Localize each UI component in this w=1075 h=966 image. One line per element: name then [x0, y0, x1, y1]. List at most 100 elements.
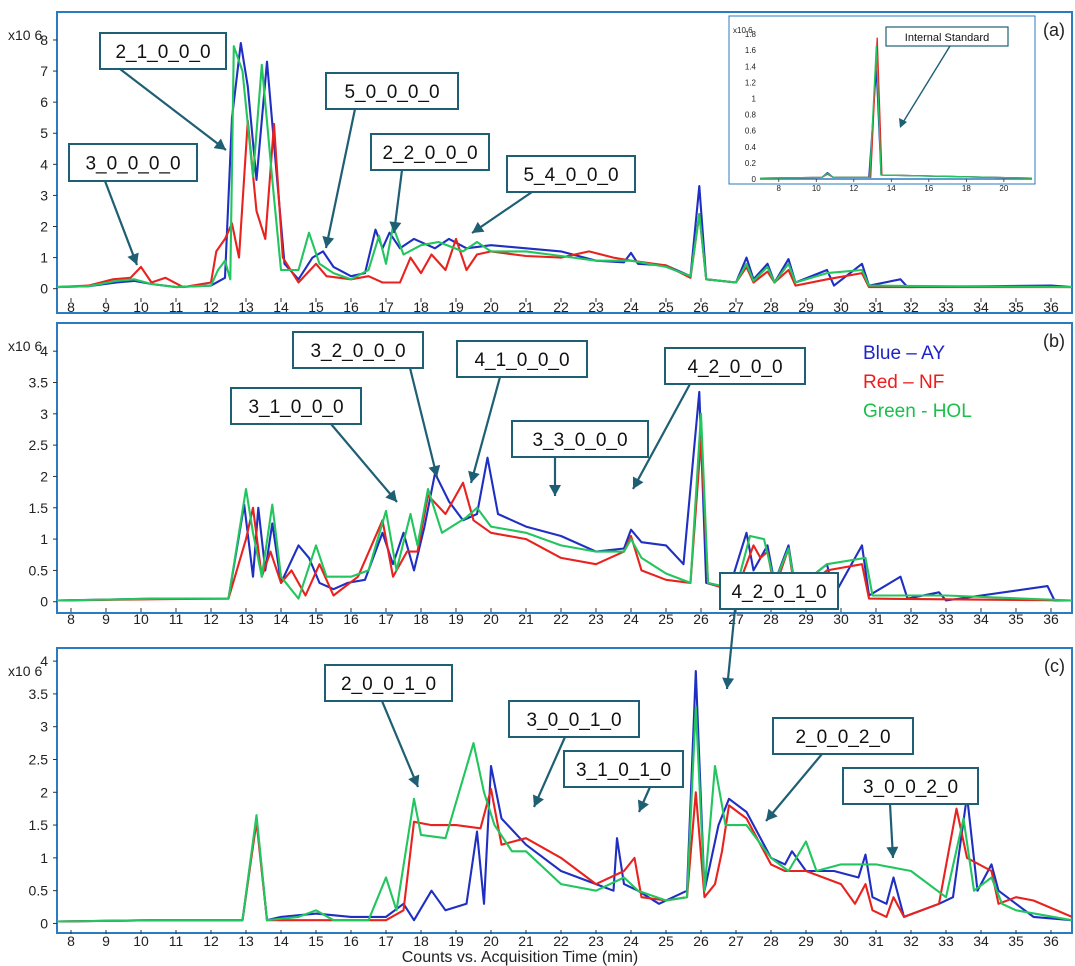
callout-arrowhead	[428, 464, 441, 477]
x-tick-label: 13	[238, 933, 254, 949]
x-tick-label: 14	[273, 611, 289, 627]
callout-arrowhead	[472, 221, 485, 233]
x-tick-label: 8	[67, 611, 75, 627]
callout-arrow	[330, 423, 398, 503]
x-axis-title: Counts vs. Acquisition Time (min)	[402, 949, 639, 966]
callout-5_4_0_0_0: 5_4_0_0_0	[471, 155, 636, 234]
callout-label: 5_0_0_0_0	[344, 82, 439, 103]
panel-traces	[57, 669, 1072, 923]
callout-box	[370, 133, 490, 171]
callout-arrowhead	[632, 476, 644, 489]
panel-label: (b)	[1043, 331, 1065, 351]
y-tick-label: 5	[40, 125, 48, 141]
y-multiplier-label: x10 6	[8, 663, 42, 679]
x-tick-label: 18	[413, 299, 429, 315]
callout-3_3_0_0_0: 3_3_0_0_0	[511, 420, 649, 496]
callout-arrow	[380, 700, 420, 788]
x-tick-label: 9	[102, 299, 110, 315]
y-tick-label: 2.5	[29, 437, 49, 453]
y-tick-label: 3.5	[29, 375, 49, 391]
x-tick-label: 13	[238, 611, 254, 627]
x-tick-label: 32	[903, 611, 919, 627]
x-tick-label: 36	[1043, 299, 1059, 315]
x-tick-label: 15	[308, 611, 324, 627]
callout-arrow	[103, 180, 139, 266]
x-tick-label: 12	[203, 933, 219, 949]
x-tick-label: 19	[448, 933, 464, 949]
panel-a: 8 9 10 11 12 13 14 15 16 17 18 19 20 21 22 23 24 25 26 27 28…	[8, 11, 1073, 315]
x-tick-label: 27	[728, 299, 744, 315]
callout-arrow	[725, 608, 737, 690]
callout-arrowhead	[766, 808, 778, 821]
panel-c: 8 9 10 11 12 13 14 15 16 17 18 19 20 21 22 23 24 25 26 27 28…	[8, 572, 1073, 949]
y-tick-label: 2	[40, 784, 48, 800]
x-tick-label: 36	[1043, 611, 1059, 627]
y-tick-label: 6	[40, 94, 48, 110]
x-tick-label: 33	[938, 611, 954, 627]
inset-y-tick-label: 1.6	[745, 46, 757, 55]
inset-x-tick-label: 18	[962, 184, 971, 193]
inset-series-green-line	[759, 45, 1033, 179]
y-tick-label: 3	[40, 187, 48, 203]
callout-box	[719, 572, 839, 610]
callout-label: 5_4_0_0_0	[523, 165, 618, 186]
callout-arrowhead	[637, 799, 649, 812]
callout-arrowhead	[532, 794, 544, 807]
x-tick-label: 34	[973, 933, 989, 949]
x-tick-label: 18	[413, 933, 429, 949]
callout-5_0_0_0_0: 5_0_0_0_0	[322, 72, 459, 249]
inset-x-tick-label: 14	[887, 184, 896, 193]
x-tick-label: 9	[102, 611, 110, 627]
inset-y-tick-label: 0.8	[745, 111, 757, 120]
callout-box	[664, 347, 806, 385]
legend: Blue – AY Red – NF Green - HOL	[863, 343, 972, 422]
callout-3_0_0_0_0: 3_0_0_0_0	[68, 143, 198, 266]
x-tick-label: 14	[273, 933, 289, 949]
callout-label: 4_2_0_1_0	[731, 582, 826, 603]
callout-arrow	[469, 376, 502, 484]
y-tick-label: 2	[40, 219, 48, 235]
x-tick-label: 29	[798, 933, 814, 949]
callout-box	[508, 700, 640, 738]
x-tick-label: 14	[273, 299, 289, 315]
x-tick-label: 16	[343, 299, 359, 315]
inset-x-tick-label: 12	[849, 184, 858, 193]
x-tick-label: 21	[518, 611, 534, 627]
callout-arrow	[324, 108, 357, 249]
panel-traces	[57, 42, 1072, 289]
inset-y-tick-label: 0	[752, 175, 757, 184]
callout-arrowhead	[127, 252, 139, 265]
callout-label: 3_0_0_2_0	[863, 777, 958, 798]
callout-3_1_0_1_0: 3_1_0_1_0	[563, 750, 684, 813]
y-tick-label: 4	[40, 343, 48, 359]
x-tick-label: 11	[169, 611, 184, 627]
x-tick-label: 23	[588, 611, 604, 627]
series-red-line	[57, 787, 1072, 923]
callout-label: 3_1_0_1_0	[576, 760, 671, 781]
y-tick-label: 4	[40, 653, 48, 669]
x-tick-label: 33	[938, 933, 954, 949]
x-tick-label: 15	[308, 299, 324, 315]
x-tick-label: 25	[658, 611, 674, 627]
x-tick-label: 21	[518, 299, 534, 315]
x-tick-label: 31	[868, 611, 884, 627]
callout-box	[772, 717, 914, 755]
callout-label: 3_1_0_0_0	[248, 397, 343, 418]
callout-label: 3_0_0_0_0	[85, 154, 180, 175]
y-tick-label: 7	[40, 63, 48, 79]
inset-x-tick-label: 8	[777, 184, 782, 193]
callout-arrow	[765, 753, 823, 822]
y-tick-label: 1	[40, 250, 48, 266]
panel-label: (a)	[1043, 20, 1065, 40]
x-tick-label: 12	[203, 611, 219, 627]
x-tick-label: 29	[798, 299, 814, 315]
callout-box	[68, 143, 198, 182]
panel-b: 8 9 10 11 12 13 14 15 16 17 18 19 20 21 22 23 24 25 26 27 28…	[8, 322, 1073, 627]
y-tick-label: 1	[40, 850, 48, 866]
inset-chart: 8 10 12 14 16 18 20 0 0.2 0.4 0.6 0.8 1 1.2 1.4 1.6 1.8x…	[728, 15, 1036, 193]
x-tick-label: 19	[448, 299, 464, 315]
inset-callout-arrow	[901, 45, 951, 125]
y-tick-label: 0	[40, 281, 48, 297]
inset-y-tick-label: 1.4	[745, 62, 757, 71]
